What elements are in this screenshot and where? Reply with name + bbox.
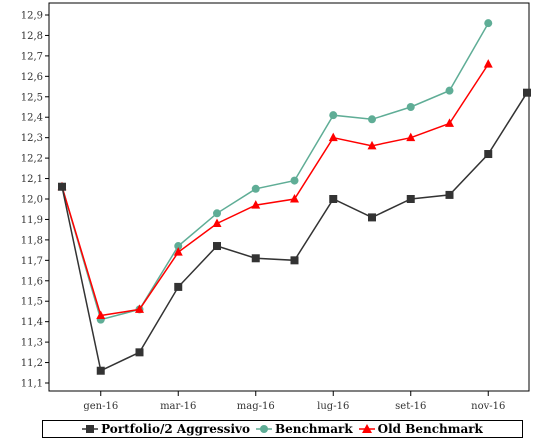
- x-tick-label: gen-16: [83, 401, 118, 412]
- y-tick-label: 12,4: [21, 113, 43, 124]
- legend-item-benchmark: Benchmark: [255, 422, 353, 436]
- data-point: [367, 140, 377, 150]
- y-tick-label: 11,5: [21, 297, 43, 308]
- data-point: [96, 310, 106, 320]
- y-tick-label: 11,6: [21, 276, 43, 287]
- data-point: [251, 184, 260, 193]
- legend-label-benchmark: Benchmark: [274, 422, 353, 436]
- data-point: [251, 254, 260, 263]
- chart-legend: Portfolio/2 Aggressivo Benchmark Old Ben…: [42, 420, 523, 438]
- y-tick-label: 11,3: [21, 338, 43, 349]
- y-tick-label: 12,3: [21, 133, 43, 144]
- data-point: [445, 86, 454, 95]
- y-tick-label: 11,4: [21, 317, 43, 328]
- x-tick-label: set-16: [395, 401, 426, 412]
- x-tick-label: lug-16: [317, 401, 349, 412]
- data-point: [406, 195, 415, 203]
- data-point: [406, 132, 416, 142]
- series-benchmark: [58, 19, 493, 324]
- data-point: [484, 150, 493, 159]
- x-tick-label: nov-16: [471, 401, 505, 412]
- data-point: [445, 190, 454, 199]
- data-point: [58, 182, 66, 191]
- series-line: [61, 63, 489, 317]
- y-tick-label: 12,5: [21, 92, 43, 103]
- data-point: [251, 200, 261, 209]
- data-point: [445, 118, 454, 127]
- y-tick-label: 12,6: [21, 72, 43, 83]
- circle-marker-icon: [255, 425, 272, 433]
- y-tick-label: 11,9: [21, 215, 43, 226]
- data-point: [406, 103, 415, 111]
- x-tick-label: mag-16: [237, 401, 275, 412]
- data-point: [174, 242, 183, 251]
- data-point: [329, 111, 338, 120]
- data-point: [174, 282, 183, 291]
- y-tick-label: 12,1: [21, 174, 43, 185]
- data-point: [290, 176, 299, 185]
- series-old-benchmark: [57, 59, 493, 320]
- legend-item-portfolio: Portfolio/2 Aggressivo: [82, 422, 250, 436]
- series-portfolio-2-aggressivo: [58, 88, 531, 375]
- data-point: [483, 59, 493, 68]
- data-point: [368, 115, 376, 124]
- data-point: [328, 132, 338, 142]
- data-point: [135, 304, 144, 313]
- data-point: [173, 247, 183, 256]
- data-point: [213, 209, 221, 218]
- x-tick-label: mar-16: [160, 401, 196, 412]
- x-axis: gen-16 mar-16 mag-16 lug-16 set-16 nov-16: [83, 391, 505, 412]
- triangle-marker-icon: [358, 424, 375, 433]
- y-tick-label: 12,0: [21, 195, 43, 206]
- plot-area-border: [48, 2, 530, 392]
- data-point: [290, 194, 299, 203]
- y-tick-label: 11,2: [21, 358, 43, 369]
- legend-item-old-benchmark: Old Benchmark: [358, 422, 483, 436]
- series-line: [61, 22, 489, 321]
- y-tick-label: 12,2: [21, 154, 43, 165]
- y-tick-label: 12,7: [21, 51, 43, 62]
- data-point: [290, 256, 299, 265]
- data-point: [484, 19, 493, 28]
- data-point: [368, 213, 376, 222]
- legend-label-old-benchmark: Old Benchmark: [377, 422, 483, 436]
- data-point: [212, 218, 222, 228]
- square-marker-icon: [82, 425, 99, 433]
- data-point: [96, 366, 105, 375]
- y-axis: 11,1 11,2 11,3 11,4 11,5 11,6 11,7 11,8 11,9 12,0…: [21, 11, 49, 390]
- y-tick-label: 12,9: [21, 11, 43, 22]
- legend-label-portfolio: Portfolio/2 Aggressivo: [101, 422, 250, 436]
- data-point: [213, 242, 221, 251]
- series-line: [61, 92, 528, 372]
- data-point: [329, 195, 338, 203]
- y-tick-label: 11,8: [21, 235, 43, 246]
- y-tick-label: 11,7: [21, 256, 43, 267]
- series-layer: [57, 19, 531, 375]
- data-point: [523, 88, 531, 97]
- data-point: [135, 348, 144, 357]
- y-tick-label: 12,8: [21, 31, 43, 42]
- y-tick-label: 11,1: [21, 379, 43, 390]
